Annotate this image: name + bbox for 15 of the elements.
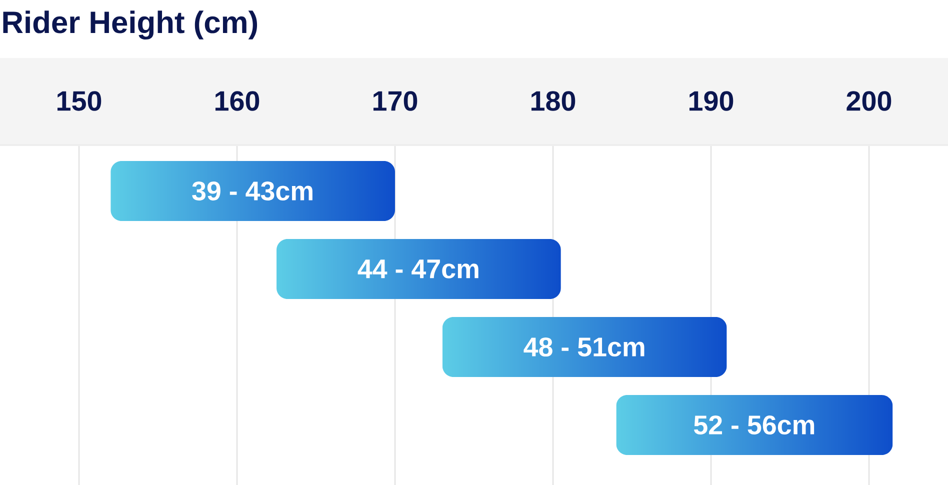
bar [276,238,561,299]
x-tick-label: 160 [215,91,260,111]
x-tick-label: 150 [57,91,102,111]
x-tick-label: 170 [373,91,418,111]
x-tick-label: 190 [689,91,734,111]
y-tick-label: 48 - 51cm [524,337,644,357]
y-tick-label: 39 - 43cm [192,181,312,201]
y-tick-label: 52 - 56cm [694,415,814,435]
y-tick-label: 44 - 47cm [358,260,478,278]
x-tick-label: 180 [531,91,576,111]
bar [616,394,893,455]
x-axis-title: Rider Height (cm) [3,10,258,40]
bar [442,316,727,377]
bar [110,160,396,221]
x-tick-label: 200 [846,91,892,111]
